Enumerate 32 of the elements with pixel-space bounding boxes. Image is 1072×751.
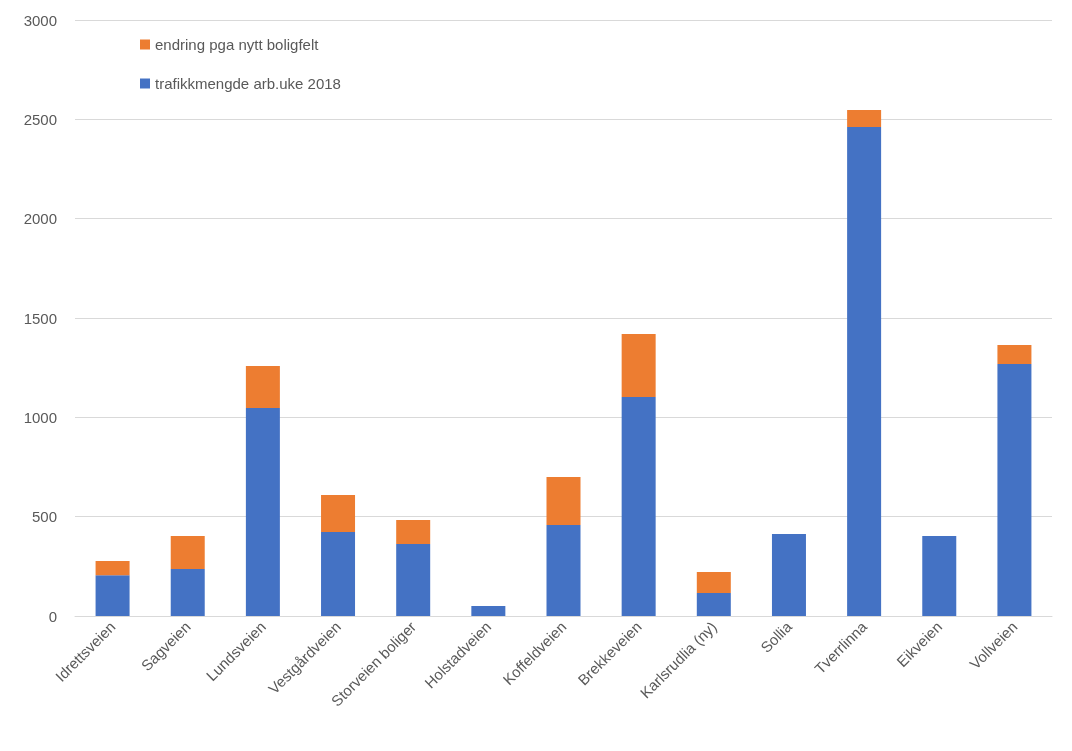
bar (471, 606, 506, 616)
bar (847, 110, 882, 128)
bar (396, 544, 431, 616)
bar (245, 366, 280, 408)
y-tick-label: 3000 (23, 11, 57, 29)
y-tick-label: 1000 (23, 408, 57, 426)
bar (95, 560, 130, 576)
bar (95, 575, 130, 616)
bar (847, 127, 882, 616)
bar (696, 572, 731, 593)
bar (621, 397, 656, 616)
bar (621, 334, 656, 398)
bar (245, 408, 280, 616)
bar (546, 476, 581, 526)
bar (922, 535, 957, 616)
y-tick-label: 2000 (23, 210, 57, 228)
bar (771, 533, 806, 616)
bar (170, 568, 205, 616)
bar (546, 525, 581, 616)
bar (997, 345, 1032, 365)
legend-label: trafikkmengde arb.uke 2018 (155, 75, 341, 92)
y-tick-label: 0 (48, 607, 57, 625)
bar (396, 520, 431, 545)
bar (321, 495, 356, 532)
y-tick-label: 2500 (23, 110, 57, 128)
y-tick-label: 500 (31, 508, 57, 526)
bar (321, 531, 356, 616)
bar (997, 364, 1032, 616)
bar (170, 535, 205, 569)
legend-label: endring pga nytt boligfelt (155, 36, 320, 53)
bar (696, 592, 731, 616)
y-tick-label: 1500 (23, 309, 57, 327)
